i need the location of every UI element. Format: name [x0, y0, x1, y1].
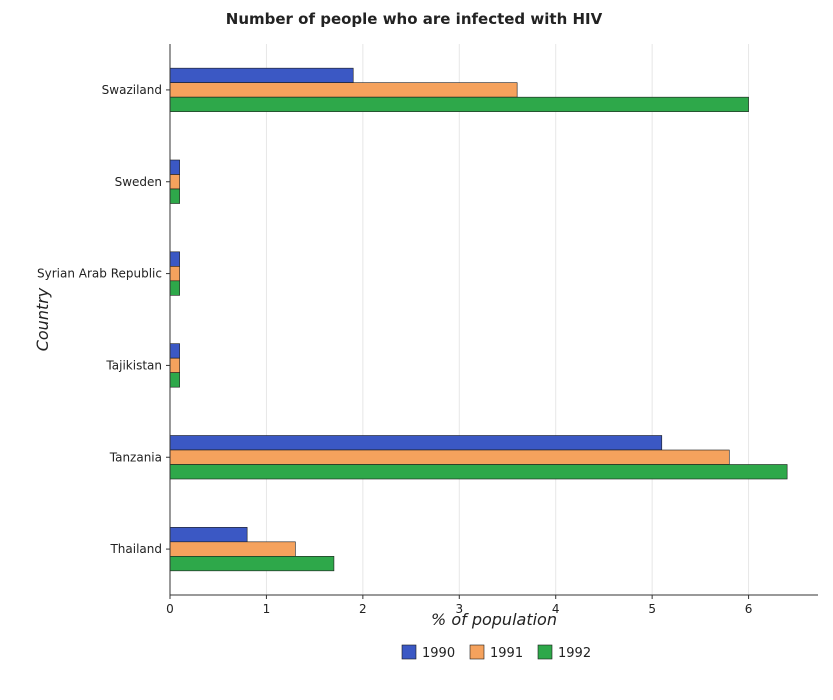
grid-lines: [169, 44, 750, 595]
bar-1992-syrian-arab-republic: [169, 280, 180, 296]
legend-label-1991: 1991: [490, 646, 523, 661]
bars: [169, 67, 788, 572]
legend-label-1990: 1990: [422, 646, 455, 661]
y-tick-label: Swaziland: [102, 83, 162, 97]
y-tick-label: Tanzania: [109, 450, 162, 464]
bar-1992-swaziland: [169, 96, 749, 112]
bar-1990-tajikistan: [169, 343, 180, 359]
bar-1990-syrian-arab-republic: [169, 251, 180, 267]
x-tick-label: 1: [263, 602, 271, 616]
bar-1990-thailand: [169, 527, 248, 543]
chart-title: Number of people who are infected with H…: [226, 10, 603, 28]
bar-1992-sweden: [169, 188, 180, 204]
x-tick-label: 2: [359, 602, 367, 616]
bar-1990-tanzania: [169, 435, 663, 451]
legend-swatch-1992: [537, 644, 553, 660]
bar-1990-sweden: [169, 159, 180, 175]
bar-1992-thailand: [169, 556, 335, 572]
bar-1992-tanzania: [169, 464, 788, 480]
bar-1991-thailand: [169, 541, 296, 557]
x-tick-label: 4: [552, 602, 560, 616]
bar-1992-tajikistan: [169, 372, 180, 388]
legend-label-1992: 1992: [558, 646, 591, 661]
legend: 1990 1991 1992: [401, 644, 591, 661]
bar-1991-swaziland: [169, 82, 518, 98]
x-tick-label: 0: [166, 602, 174, 616]
x-tick-label: 6: [745, 602, 753, 616]
bar-1991-syrian-arab-republic: [169, 266, 180, 282]
x-tick-label: 3: [455, 602, 463, 616]
y-tick-label: Thailand: [109, 542, 162, 556]
y-tick-label: Sweden: [115, 175, 162, 189]
x-tick-label: 5: [648, 602, 656, 616]
legend-swatch-1990: [401, 644, 417, 660]
y-tick-label: Syrian Arab Republic: [37, 267, 162, 281]
legend-swatch-1991: [469, 644, 485, 660]
bar-1991-tajikistan: [169, 357, 180, 373]
y-axis-label: Country: [33, 287, 52, 351]
y-tick-label: Tajikistan: [105, 358, 162, 372]
bar-1991-tanzania: [169, 449, 730, 465]
bar-1990-swaziland: [169, 67, 354, 83]
axes: 0 1 2 3 4 5 6 Swaziland Sweden Syrian Arab Republ…: [37, 44, 818, 616]
x-axis-label: % of population: [431, 610, 557, 629]
bar-1991-sweden: [169, 174, 180, 190]
